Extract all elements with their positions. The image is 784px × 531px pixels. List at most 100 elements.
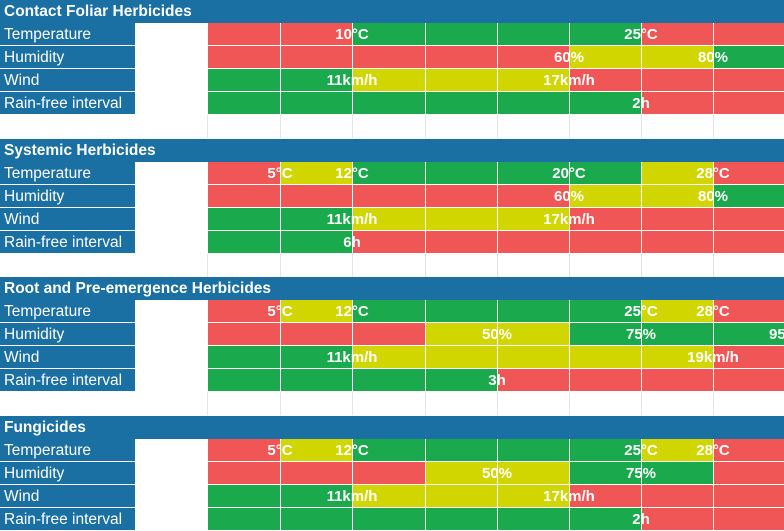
row-label: Rain-free interval — [0, 369, 135, 392]
threshold-value: 12°C — [335, 165, 369, 182]
table-row: Rain-free interval 2h — [0, 508, 784, 531]
threshold-value: 5°C — [267, 442, 293, 459]
range-cell — [425, 462, 497, 485]
spacer-cell — [497, 392, 569, 415]
range-cell — [207, 208, 280, 231]
threshold-value: 11km/h — [326, 349, 378, 366]
range-cell — [207, 462, 280, 485]
range-cell — [352, 162, 425, 185]
range-cell — [352, 185, 425, 208]
range-cell — [497, 300, 569, 323]
table-row: Rain-free interval 6h — [0, 231, 784, 254]
range-cell — [641, 23, 713, 46]
spacer-cell — [569, 115, 641, 138]
table-row: Humidity 60% 80% — [0, 185, 784, 208]
range-cell — [280, 369, 352, 392]
spacer-cell — [641, 254, 713, 277]
range-cell — [641, 300, 713, 323]
range-cell — [713, 92, 784, 115]
range-cell — [352, 69, 425, 92]
range-cell — [425, 323, 497, 346]
threshold-value: 95% — [768, 326, 784, 343]
range-cell — [280, 346, 352, 369]
table-row: Temperature 5°C 12°C 25°C 28°C — [0, 300, 784, 323]
range-cell — [207, 92, 280, 115]
table-row: Temperature 10°C 25°C — [0, 23, 784, 46]
range-cell — [497, 369, 569, 392]
spacer-cell — [352, 254, 425, 277]
row-label: Humidity — [0, 462, 135, 485]
range-cell — [280, 231, 352, 254]
range-cell — [425, 208, 497, 231]
threshold-value: 19km/h — [687, 349, 739, 366]
range-cell — [713, 369, 784, 392]
section-title: Contact Foliar Herbicides — [0, 0, 784, 23]
spacer-cell — [713, 254, 784, 277]
range-cell — [641, 69, 713, 92]
row-label: Rain-free interval — [0, 231, 135, 254]
row-label: Humidity — [0, 323, 135, 346]
range-cell — [497, 208, 569, 231]
range-cell — [280, 23, 352, 46]
threshold-value: 75% — [625, 326, 657, 343]
threshold-value: 17km/h — [543, 72, 595, 89]
range-cell — [207, 439, 280, 462]
range-cell — [497, 462, 569, 485]
range-cell — [425, 185, 497, 208]
spacer-cell — [207, 115, 280, 138]
range-cell — [641, 208, 713, 231]
range-cell — [207, 162, 280, 185]
range-cell — [569, 369, 641, 392]
threshold-value: 50% — [481, 465, 513, 482]
range-cell — [713, 439, 784, 462]
range-cell — [425, 346, 497, 369]
table-row: Temperature 5°C 12°C 25°C 28°C — [0, 439, 784, 462]
range-cell — [425, 485, 497, 508]
row-label: Temperature — [0, 300, 135, 323]
range-cell — [713, 46, 784, 69]
range-cell — [713, 485, 784, 508]
table-row: Wind 11km/h 17km/h — [0, 69, 784, 92]
threshold-value: 3h — [488, 372, 506, 389]
spacer-cell — [425, 392, 497, 415]
range-cell — [352, 300, 425, 323]
range-cell — [641, 185, 713, 208]
range-cell — [641, 162, 713, 185]
threshold-value: 10°C — [335, 26, 369, 43]
range-cell — [207, 323, 280, 346]
range-cell — [497, 185, 569, 208]
range-cell — [641, 323, 713, 346]
section-title: Fungicides — [0, 416, 784, 439]
threshold-value: 12°C — [335, 442, 369, 459]
range-cell — [641, 346, 713, 369]
range-cell — [713, 185, 784, 208]
range-cell — [352, 369, 425, 392]
range-cell — [497, 23, 569, 46]
threshold-value: 6h — [343, 234, 361, 251]
table-row: Wind 11km/h 17km/h — [0, 208, 784, 231]
spacer-row — [0, 392, 784, 415]
row-label: Wind — [0, 485, 135, 508]
range-cell — [425, 231, 497, 254]
row-label: Wind — [0, 69, 135, 92]
table-row: Humidity 50% 75% — [0, 462, 784, 485]
range-cell — [713, 231, 784, 254]
range-cell — [641, 485, 713, 508]
threshold-value: 60% — [553, 188, 585, 205]
range-cell — [713, 208, 784, 231]
range-cell — [569, 231, 641, 254]
row-label: Rain-free interval — [0, 508, 135, 531]
spacer-cell — [280, 254, 352, 277]
table-row: Rain-free interval 2h — [0, 92, 784, 115]
threshold-value: 80% — [697, 188, 729, 205]
range-cell — [280, 92, 352, 115]
range-cell — [352, 485, 425, 508]
range-cell — [569, 185, 641, 208]
range-cell — [352, 323, 425, 346]
range-cell — [207, 346, 280, 369]
section-title: Root and Pre-emergence Herbicides — [0, 277, 784, 300]
range-cell — [280, 208, 352, 231]
row-label: Humidity — [0, 185, 135, 208]
range-cell — [280, 162, 352, 185]
spacer-cell — [713, 392, 784, 415]
